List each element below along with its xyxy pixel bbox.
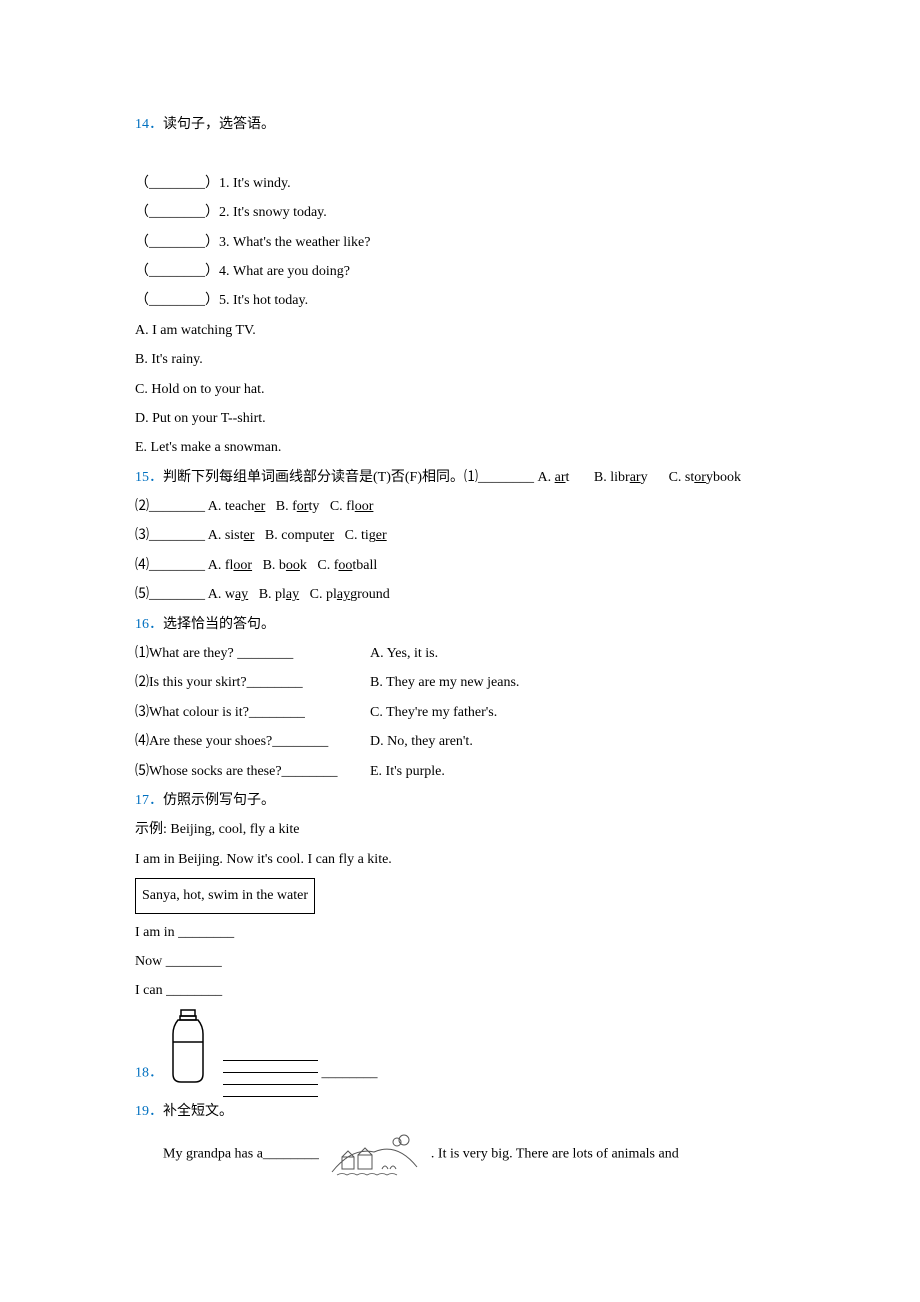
q14-item-1: （________）1. It's windy. bbox=[135, 169, 785, 198]
q14-choice-b: B. It's rainy. bbox=[135, 345, 785, 374]
q16-row5: ⑸Whose socks are these?________E. It's p… bbox=[135, 757, 785, 786]
q17-example: 示例: Beijing, cool, fly a kite bbox=[135, 815, 785, 844]
q16-row3: ⑶What colour is it?________C. They're my… bbox=[135, 698, 785, 727]
q17-example-sentence: I am in Beijing. Now it's cool. I can fl… bbox=[135, 845, 785, 874]
q14-item-5: （________）5. It's hot today. bbox=[135, 286, 785, 315]
q17-heading: 17．仿照示例写句子。 bbox=[135, 786, 785, 815]
q18-line: 18． ________ bbox=[135, 1006, 785, 1097]
q14-heading: 14．读句子，选答语。 bbox=[135, 110, 785, 139]
q15-row1-n: ⑴ bbox=[464, 470, 478, 485]
q17-num: 17． bbox=[135, 793, 163, 808]
spacer bbox=[135, 139, 785, 168]
q14-choice-a: A. I am watching TV. bbox=[135, 316, 785, 345]
q15-row4: ⑷________ A. floor B. book C. football bbox=[135, 551, 785, 580]
q18-blank: ________ bbox=[318, 1065, 378, 1080]
q16-row1: ⑴What are they? ________A. Yes, it is. bbox=[135, 639, 785, 668]
writing-lines-icon bbox=[223, 1049, 318, 1097]
q15-row2: ⑵________ A. teacher B. forty C. floor bbox=[135, 492, 785, 521]
q16-row2: ⑵Is this your skirt?________B. They are … bbox=[135, 668, 785, 697]
q17-line3: I can ________ bbox=[135, 976, 785, 1005]
q17-line1: I am in ________ bbox=[135, 918, 785, 947]
q19-title: 补全短文。 bbox=[163, 1104, 233, 1119]
q15-title: 判断下列每组单词画线部分读音是(T)否(F)相同。 bbox=[163, 470, 464, 485]
q15-block: 15．判断下列每组单词画线部分读音是(T)否(F)相同。⑴________ A.… bbox=[135, 463, 785, 492]
q19-paragraph: My grandpa has a________ . It is very bi… bbox=[135, 1127, 785, 1182]
q18-num: 18． bbox=[135, 1065, 163, 1080]
q16-heading: 16．选择恰当的答句。 bbox=[135, 610, 785, 639]
q16-num: 16． bbox=[135, 617, 163, 632]
q15-num: 15． bbox=[135, 470, 163, 485]
bottle-icon bbox=[163, 1006, 213, 1097]
q17-box: Sanya, hot, swim in the water bbox=[135, 878, 315, 913]
q14-num: 14． bbox=[135, 117, 163, 132]
q17-box-line: Sanya, hot, swim in the water bbox=[135, 874, 785, 917]
farm-image bbox=[322, 1146, 431, 1161]
q14-choice-c: C. Hold on to your hat. bbox=[135, 375, 785, 404]
q16-row4: ⑷Are these your shoes?________D. No, the… bbox=[135, 727, 785, 756]
q15-row3: ⑶________ A. sister B. computer C. tiger bbox=[135, 521, 785, 550]
q17-line2: Now ________ bbox=[135, 947, 785, 976]
q17-title: 仿照示例写句子。 bbox=[163, 793, 275, 808]
q14-item-2: （________）2. It's snowy today. bbox=[135, 198, 785, 227]
q14-choice-d: D. Put on your T--shirt. bbox=[135, 404, 785, 433]
q19-num: 19． bbox=[135, 1104, 163, 1119]
q16-title: 选择恰当的答句。 bbox=[163, 617, 275, 632]
q15-row5: ⑸________ A. way B. play C. playground bbox=[135, 580, 785, 609]
q14-item-4: （________）4. What are you doing? bbox=[135, 257, 785, 286]
q19-heading: 19．补全短文。 bbox=[135, 1097, 785, 1126]
q14-choice-e: E. Let's make a snowman. bbox=[135, 433, 785, 462]
q14-title: 读句子，选答语。 bbox=[163, 117, 275, 132]
q14-item-3: （________）3. What's the weather like? bbox=[135, 228, 785, 257]
